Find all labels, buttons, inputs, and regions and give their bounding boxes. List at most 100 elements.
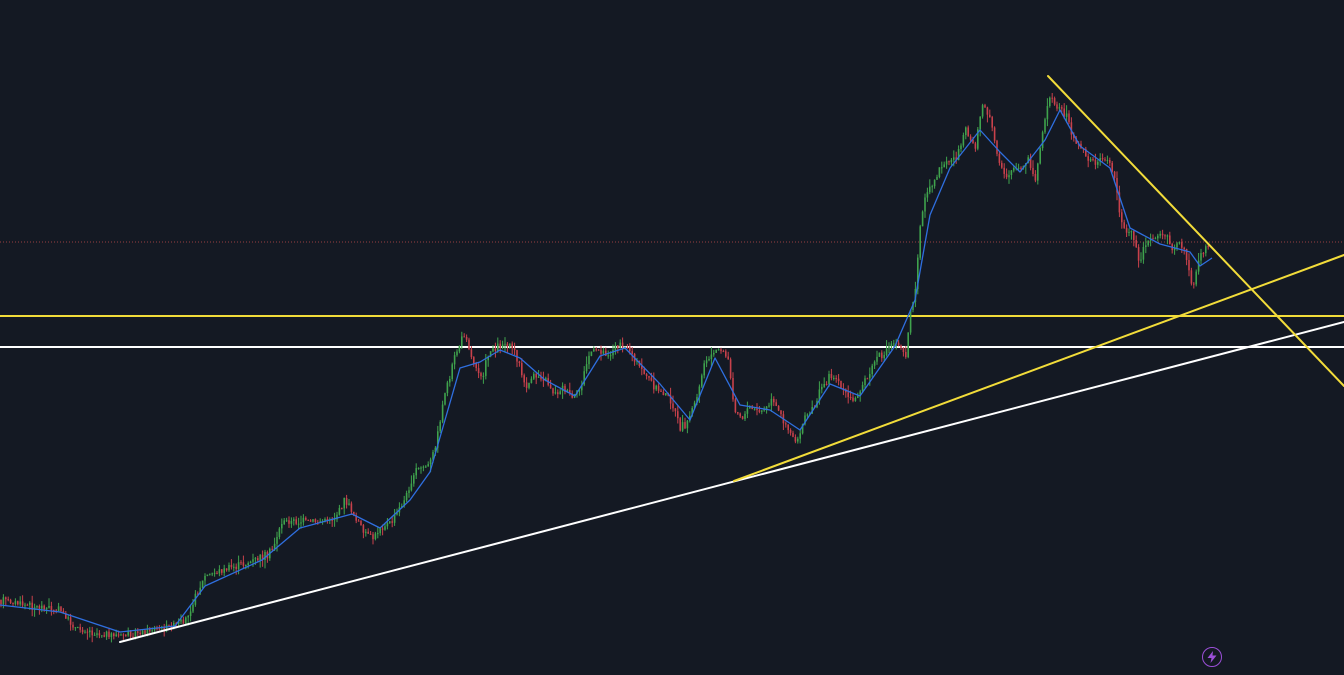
yellow-descending-resistance-trendline[interactable] bbox=[1047, 75, 1344, 387]
candle-body bbox=[1125, 227, 1128, 233]
candle-body bbox=[120, 634, 122, 636]
candle-body bbox=[281, 524, 283, 529]
candle-body bbox=[830, 374, 833, 379]
candle-body bbox=[437, 431, 439, 448]
candle-body bbox=[38, 606, 41, 609]
candle-body bbox=[989, 114, 991, 118]
candle-body bbox=[389, 521, 391, 523]
candle-body bbox=[897, 342, 900, 346]
candle-body bbox=[727, 356, 729, 360]
candle-body bbox=[655, 385, 657, 390]
candle-body bbox=[401, 506, 403, 508]
candle-body bbox=[660, 390, 662, 392]
candle-body bbox=[21, 601, 24, 606]
candle-body bbox=[509, 343, 511, 347]
candle-body bbox=[996, 140, 998, 154]
candle-body bbox=[1121, 212, 1123, 223]
candle-body bbox=[972, 139, 974, 144]
candle-body bbox=[571, 393, 573, 398]
candle-body bbox=[1073, 134, 1075, 138]
candle-body bbox=[357, 520, 360, 522]
candle-body bbox=[213, 572, 216, 574]
candle-body bbox=[223, 568, 225, 573]
candle-body bbox=[9, 599, 12, 603]
candle-body bbox=[542, 379, 545, 381]
candle-body bbox=[753, 408, 756, 410]
candle-body bbox=[55, 610, 57, 612]
candle-body bbox=[36, 606, 38, 608]
candle-body bbox=[300, 522, 302, 524]
candle-body bbox=[31, 602, 33, 610]
candle-body bbox=[425, 466, 427, 468]
candle-body bbox=[324, 519, 326, 521]
candle-body bbox=[981, 105, 984, 117]
candle-body bbox=[302, 517, 305, 523]
candles bbox=[0, 93, 1209, 643]
candle-body bbox=[801, 424, 804, 434]
candle-body bbox=[650, 377, 653, 381]
candle-body bbox=[744, 413, 746, 419]
candle-body bbox=[804, 415, 806, 425]
candle-body bbox=[463, 336, 465, 338]
candle-body bbox=[1113, 171, 1116, 178]
candle-body bbox=[343, 498, 345, 509]
candle-body bbox=[417, 468, 420, 469]
candle-body bbox=[950, 159, 953, 163]
candle-body bbox=[122, 634, 125, 636]
candle-body bbox=[228, 565, 230, 571]
trendlines[interactable] bbox=[119, 75, 1344, 643]
candle-body bbox=[305, 517, 307, 520]
candle-body bbox=[1183, 247, 1185, 249]
candle-body bbox=[1109, 160, 1111, 163]
candle-body bbox=[768, 405, 770, 407]
candle-body bbox=[197, 593, 199, 595]
candle-body bbox=[984, 105, 986, 108]
candle-body bbox=[297, 523, 300, 525]
candle-body bbox=[857, 395, 859, 398]
candle-body bbox=[264, 552, 266, 560]
lightning-bolt-button[interactable] bbox=[1202, 647, 1222, 667]
candle-body bbox=[794, 437, 797, 442]
candle-body bbox=[127, 630, 129, 636]
candle-body bbox=[511, 343, 513, 349]
candle-body bbox=[206, 574, 209, 576]
candle-body bbox=[854, 398, 857, 401]
candle-body bbox=[962, 135, 965, 146]
candle-body bbox=[199, 587, 201, 594]
candle-body bbox=[559, 391, 561, 395]
candle-body bbox=[89, 630, 91, 633]
candle-body bbox=[355, 515, 357, 521]
candle-body bbox=[353, 511, 355, 516]
candle-body bbox=[53, 610, 55, 611]
candle-body bbox=[41, 605, 43, 609]
candle-body bbox=[1188, 260, 1190, 271]
yellow-support-trendline[interactable] bbox=[733, 254, 1344, 482]
white-long-support-trendline[interactable] bbox=[119, 321, 1344, 643]
candle-body bbox=[883, 355, 885, 359]
candle-body bbox=[182, 619, 185, 624]
candle-body bbox=[710, 354, 713, 360]
candle-body bbox=[420, 467, 422, 469]
candle-body bbox=[254, 558, 257, 560]
candle-body bbox=[1161, 233, 1164, 236]
candle-body bbox=[492, 348, 494, 352]
candle-body bbox=[189, 611, 192, 616]
candle-body bbox=[1046, 106, 1049, 120]
candle-body bbox=[629, 346, 631, 352]
candle-body bbox=[293, 519, 295, 521]
candle-body bbox=[585, 364, 588, 372]
candle-body bbox=[929, 186, 931, 193]
candle-body bbox=[5, 597, 7, 600]
candle-body bbox=[787, 424, 789, 431]
candle-body bbox=[765, 406, 768, 410]
candle-body bbox=[540, 376, 542, 380]
candle-body bbox=[696, 397, 698, 403]
candle-body bbox=[153, 628, 156, 631]
candle-body bbox=[672, 403, 674, 409]
candle-body bbox=[14, 601, 17, 604]
candle-body bbox=[65, 613, 67, 619]
candle-body bbox=[67, 617, 69, 619]
candle-body bbox=[1202, 253, 1205, 255]
